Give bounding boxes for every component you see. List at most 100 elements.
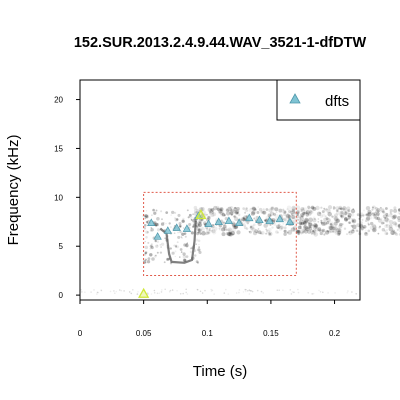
spectrogram-speck xyxy=(175,256,176,257)
spectrogram-speck xyxy=(298,292,300,294)
spectrogram-speck xyxy=(385,213,388,216)
spectrogram-speck xyxy=(297,212,300,215)
spectrogram-speck xyxy=(375,210,379,214)
spectrogram-speck xyxy=(157,245,158,246)
spectrogram-speck xyxy=(147,242,149,244)
spectrogram-speck xyxy=(180,293,182,295)
spectrogram-speck xyxy=(129,291,131,293)
legend: dfts xyxy=(277,80,360,120)
spectrogram-speck xyxy=(348,213,352,217)
spectrogram-speck xyxy=(177,214,180,217)
spectrogram-speck xyxy=(276,225,280,229)
spectrogram-speck xyxy=(245,289,247,291)
spectrogram-speck xyxy=(291,227,295,231)
spectrogram-speck xyxy=(328,205,332,209)
spectrogram-speck xyxy=(273,223,276,226)
spectrogram-speck xyxy=(116,291,118,293)
spectrogram-speck xyxy=(339,206,342,209)
spectrogram-speck xyxy=(170,214,172,216)
spectrogram-speck xyxy=(180,236,182,238)
spectrogram-speck xyxy=(224,292,226,294)
spectrogram-speck xyxy=(386,224,390,228)
spectrogram-speck xyxy=(251,214,253,216)
spectrogram-speck xyxy=(181,233,184,236)
spectrogram-speck xyxy=(303,225,306,228)
spectrogram-speck xyxy=(308,217,313,222)
spectrogram-speck xyxy=(377,214,379,216)
spectrogram-speck xyxy=(164,261,166,263)
spectrogram-speck xyxy=(386,229,388,231)
x-tick-label: 0.15 xyxy=(263,329,279,338)
spectrogram-speck xyxy=(155,239,157,241)
spectrogram-speck xyxy=(228,293,230,295)
spectrogram-speck xyxy=(284,226,287,229)
spectrogram-speck xyxy=(165,223,167,225)
spectrogram-speck xyxy=(149,253,152,256)
y-axis-label: Frequency (kHz) xyxy=(5,135,22,246)
spectrogram-speck xyxy=(238,213,241,216)
spectrogram-speck xyxy=(282,223,284,225)
spectrogram-speck xyxy=(288,215,291,218)
spectrogram-speck xyxy=(231,214,233,216)
spectrogram-speck xyxy=(145,241,146,242)
spectrogram-speck xyxy=(161,243,164,246)
spectrogram-speck xyxy=(176,290,178,292)
spectrogram-speck xyxy=(265,208,268,211)
spectrogram-speck xyxy=(165,211,168,214)
spectrogram-speck xyxy=(333,230,336,233)
spectrogram-speck xyxy=(185,289,187,291)
spectrogram-speck xyxy=(146,221,148,223)
spectrogram-speck xyxy=(235,210,239,214)
spectrogram-speck xyxy=(313,293,315,295)
spectrogram-speck xyxy=(284,230,286,232)
spectrogram-speck xyxy=(287,205,292,210)
spectrogram-speck xyxy=(322,230,324,232)
spectrogram-speck xyxy=(98,292,100,294)
spectrogram-speck xyxy=(386,232,388,234)
spectrogram-speck xyxy=(312,230,314,232)
spectrogram-speck xyxy=(144,224,147,227)
spectrogram-speck xyxy=(254,208,256,210)
spectrogram-speck xyxy=(137,293,139,295)
spectrogram-speck xyxy=(366,216,370,220)
spectrogram-speck xyxy=(151,293,153,295)
spectrogram-speck xyxy=(174,212,176,214)
spectrogram-speck xyxy=(204,290,206,292)
spectrogram-speck xyxy=(363,209,365,211)
legend-entry-dfts: dfts xyxy=(325,93,349,110)
spectrogram-speck xyxy=(337,232,341,236)
spectrogram-speck xyxy=(156,217,160,221)
spectrogram-speck xyxy=(334,292,336,294)
spectrogram-speck xyxy=(197,221,201,225)
spectrogram-speck xyxy=(218,211,221,214)
spectrogram-speck xyxy=(210,213,214,217)
spectrogram-speck xyxy=(320,207,322,209)
spectrogram-speck xyxy=(319,212,321,214)
spectrogram-speck xyxy=(347,292,349,294)
spectrogram-speck xyxy=(206,214,208,216)
spectrogram-speck xyxy=(194,254,197,257)
spectrogram-speck xyxy=(323,218,327,222)
spectrogram-speck xyxy=(276,211,278,213)
spectrogram-speck xyxy=(311,206,314,209)
spectrogram-speck xyxy=(177,241,179,243)
spectrogram-speck xyxy=(321,222,325,226)
spectrogram-speck xyxy=(393,206,396,209)
spectrogram-speck xyxy=(245,221,247,223)
spectrogram-speck xyxy=(157,252,159,254)
spectrogram-speck xyxy=(380,211,382,213)
spectrogram-speck xyxy=(244,212,246,214)
spectrogram-speck xyxy=(225,289,227,291)
spectrogram-speck xyxy=(348,221,350,223)
spectrogram-speck xyxy=(262,211,266,215)
spectrogram-speck xyxy=(261,291,263,293)
spectrogram-speck xyxy=(365,214,367,216)
spectrogram-speck xyxy=(145,215,148,218)
spectrogram-speck xyxy=(365,220,367,222)
spectrogram-speck xyxy=(352,220,354,222)
spectrogram-speck xyxy=(187,293,189,295)
spectrogram-speck xyxy=(284,219,286,221)
spectrogram-speck xyxy=(160,244,162,246)
spectrogram-speck xyxy=(302,216,304,218)
spectrogram-speck xyxy=(170,247,172,249)
